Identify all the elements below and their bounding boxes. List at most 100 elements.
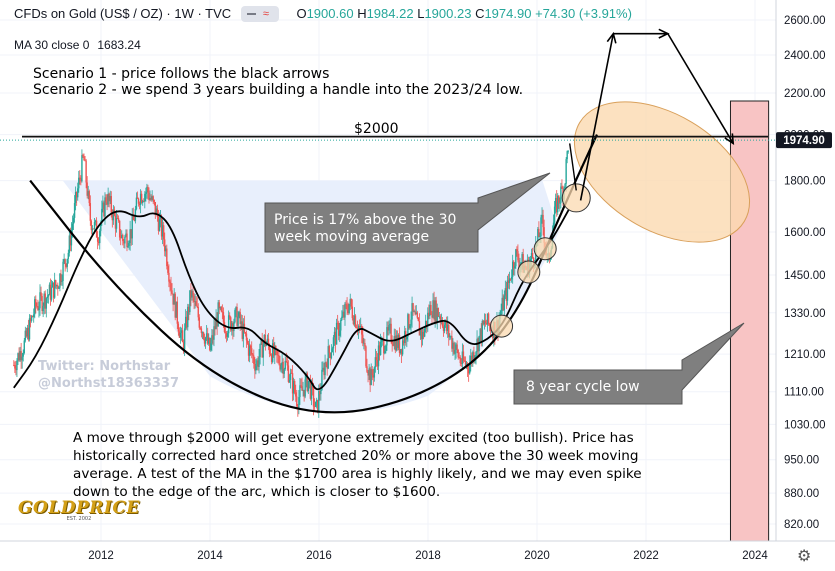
candle-body: [515, 249, 517, 267]
candle-body: [190, 290, 192, 298]
candle-body: [377, 345, 380, 367]
candle-body: [148, 192, 150, 200]
touch-circle: [517, 260, 541, 284]
candle-body: [90, 220, 93, 231]
candle-body: [220, 307, 223, 312]
candle-body: [374, 357, 377, 368]
candle-body: [313, 406, 316, 408]
candle-body: [454, 349, 456, 354]
candle-body: [565, 159, 567, 184]
candle-body: [136, 197, 139, 199]
time-axis[interactable]: 2012 2014 2016 2018 2020 2022 2024: [88, 550, 768, 562]
touch-circle: [533, 237, 557, 261]
candle-body: [184, 316, 187, 329]
candle-body: [171, 290, 173, 294]
candle-body: [259, 343, 261, 358]
candle-body: [75, 191, 78, 198]
candle-body: [363, 342, 365, 344]
candle-body: [331, 348, 334, 353]
candle-body: [285, 360, 287, 362]
candle-body: [470, 355, 472, 364]
candle-body: [67, 252, 69, 259]
candle-body: [193, 295, 195, 302]
callout-cycle-text: 8 year cycle low: [526, 379, 640, 395]
candle-body: [110, 195, 112, 213]
candle-body: [158, 219, 161, 231]
candle-body: [31, 316, 34, 318]
candle-body: [267, 338, 270, 346]
candle-body: [74, 191, 77, 204]
approx-icon[interactable]: ≈: [240, 5, 279, 22]
candle-body: [366, 366, 368, 372]
candle-body: [217, 302, 219, 327]
candle-body: [219, 307, 221, 309]
candle-body: [271, 343, 274, 362]
gear-icon[interactable]: ⚙: [797, 546, 812, 565]
candle-body: [197, 307, 199, 318]
candle-body: [29, 318, 32, 321]
chart-header: CFDs on Gold (US$ / OZ) · 1W · TVC ≈ O19…: [14, 5, 632, 23]
candle-body: [427, 312, 429, 326]
candle-body: [131, 215, 133, 239]
candle-body: [105, 197, 107, 203]
candle-body: [431, 314, 433, 318]
candle-body: [455, 344, 457, 350]
candle-body: [134, 209, 137, 221]
candle-body: [281, 361, 283, 365]
candle-body: [453, 342, 455, 354]
candle-body: [338, 322, 340, 336]
candle-body: [441, 319, 444, 327]
candle-body: [262, 344, 264, 358]
candle-body: [291, 373, 294, 394]
candle-body: [417, 317, 420, 322]
candle-body: [57, 285, 59, 289]
price-tick-label: 2600.00: [784, 15, 826, 27]
candle-body: [205, 333, 208, 338]
candle-body: [237, 316, 239, 326]
candle-body: [135, 197, 138, 210]
candle-body: [448, 324, 450, 338]
candle-body: [51, 282, 54, 288]
candle-body: [379, 341, 382, 355]
candle-body: [97, 241, 100, 244]
candle-body: [479, 328, 481, 337]
candle-body: [385, 345, 387, 352]
last-price-label: 1974.90: [776, 132, 832, 149]
candle-body: [286, 361, 289, 366]
candle-body: [224, 331, 227, 333]
candle-body: [509, 278, 512, 280]
candle-body: [253, 355, 255, 364]
candle-body: [215, 317, 217, 330]
candle-body: [246, 340, 249, 344]
candle-body: [182, 342, 185, 350]
analysis-note: A move through $2000 will get everyone e…: [73, 430, 642, 500]
price-tick-label: 1600.00: [784, 227, 826, 239]
candle-body: [396, 335, 399, 348]
candle-body: [503, 295, 505, 311]
candle-body: [251, 348, 253, 355]
candle-body: [357, 326, 360, 331]
candle-body: [69, 235, 72, 246]
candle-body: [553, 206, 556, 223]
symbol-title[interactable]: CFDs on Gold (US$ / OZ) · 1W · TVC: [14, 6, 232, 21]
candle-body: [43, 293, 45, 306]
ma-legend[interactable]: MA 30 close 0 1683.24: [14, 38, 141, 52]
candle-body: [99, 230, 101, 244]
candle-body: [566, 151, 568, 160]
candle-body: [465, 363, 468, 365]
candle-body: [351, 306, 354, 319]
candle-body: [191, 291, 193, 298]
candle-body: [206, 333, 209, 344]
candle-body: [125, 233, 127, 237]
candle-body: [298, 397, 300, 410]
candle-body: [22, 353, 24, 357]
candle-body: [87, 191, 89, 196]
candle-body: [325, 362, 327, 364]
candle-body: [341, 316, 343, 320]
candle-body: [354, 315, 357, 328]
candle-body: [162, 225, 165, 240]
candle-body: [504, 288, 507, 296]
candle-body: [169, 281, 171, 284]
candle-body: [188, 306, 190, 313]
